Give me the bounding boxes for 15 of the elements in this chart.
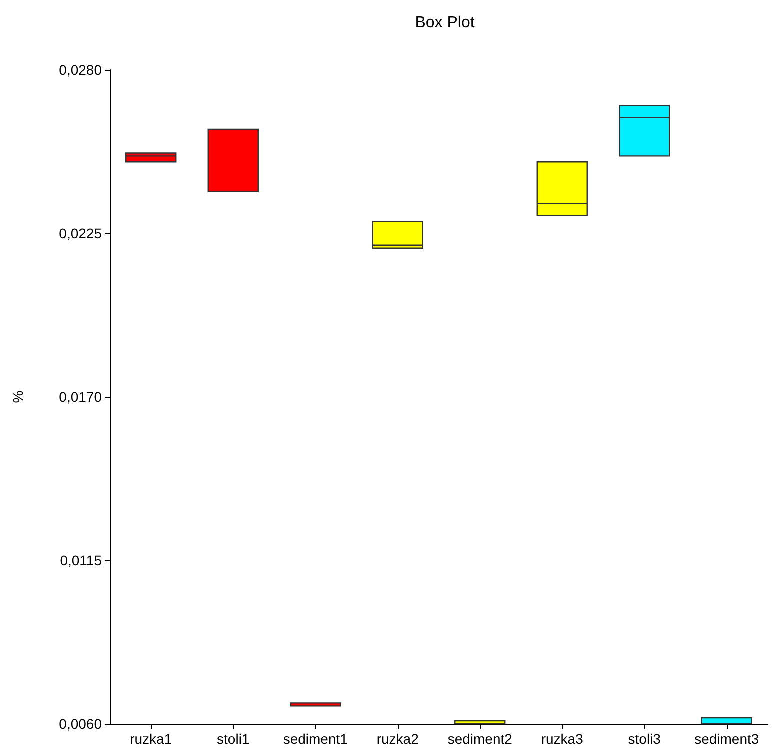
- y-tick-label: 0,0170: [59, 389, 102, 405]
- x-tick-label: stoli3: [628, 731, 662, 747]
- y-tick-label: 0,0280: [59, 62, 102, 78]
- x-tick-label: sediment3: [694, 731, 760, 747]
- chart-title: Box Plot: [415, 14, 476, 32]
- x-tick-label: ruzka2: [376, 731, 420, 747]
- x-tick-label: ruzka1: [130, 731, 172, 747]
- y-tick-label: 0,0115: [60, 552, 102, 568]
- y-axis-title: %: [10, 390, 26, 404]
- x-tick-label: sediment2: [448, 731, 513, 747]
- y-tick-label: 0,0225: [59, 226, 102, 242]
- x-tick-label: ruzka3: [541, 731, 584, 747]
- y-tick-label: 0,0060: [59, 716, 102, 732]
- x-tick-label: stoli1: [217, 731, 250, 747]
- x-tick-label: sediment1: [283, 731, 348, 747]
